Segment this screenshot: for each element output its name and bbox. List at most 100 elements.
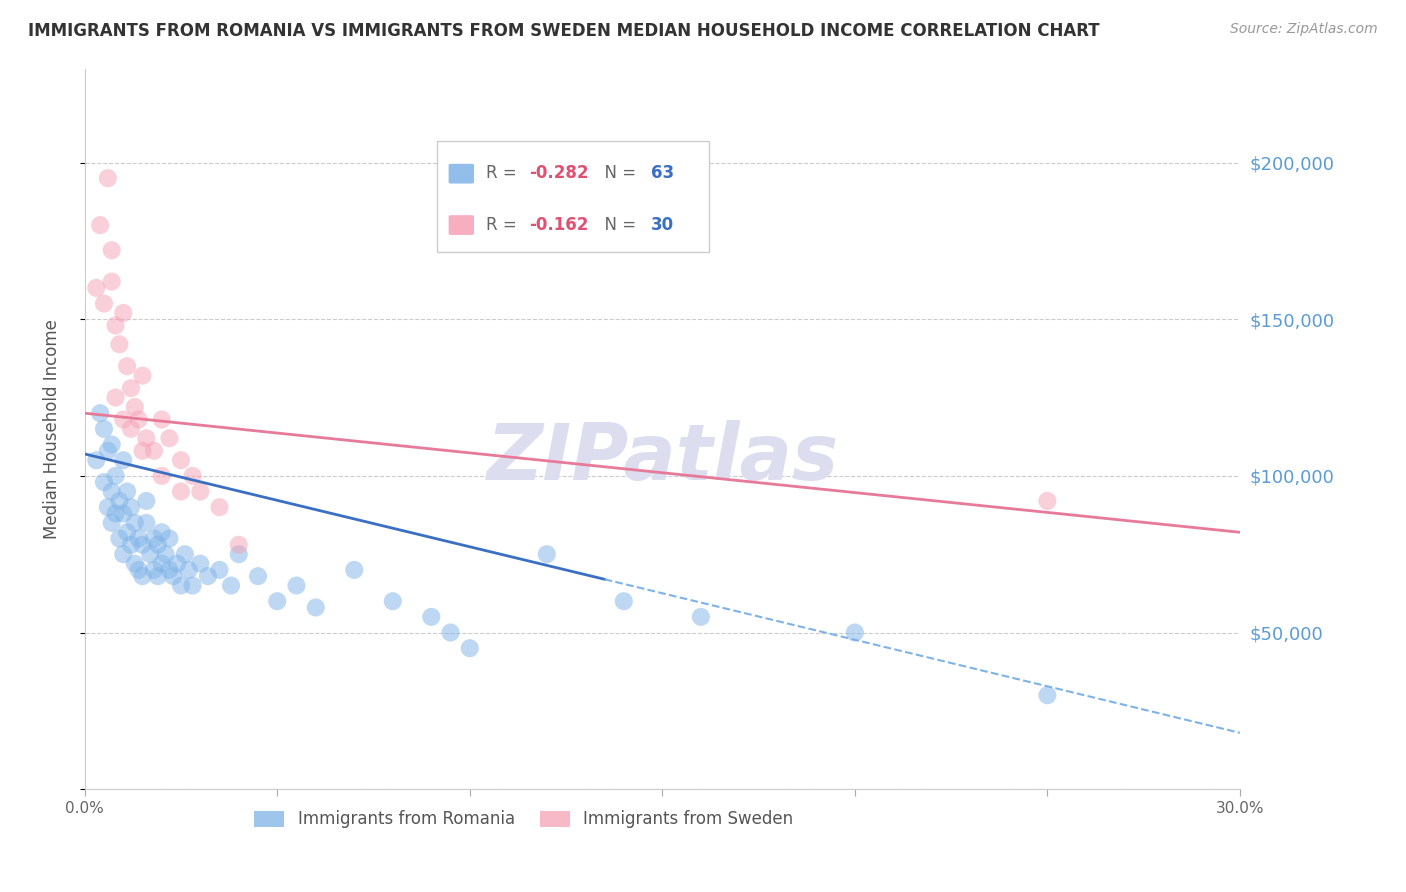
- Point: [613, 594, 636, 608]
- Point: [97, 171, 120, 186]
- Point: [219, 578, 242, 592]
- Text: -0.162: -0.162: [530, 216, 589, 234]
- Y-axis label: Median Household Income: Median Household Income: [44, 319, 60, 539]
- Point: [112, 453, 135, 467]
- Point: [128, 532, 150, 546]
- Point: [139, 547, 162, 561]
- Point: [150, 468, 173, 483]
- Point: [166, 557, 188, 571]
- Text: IMMIGRANTS FROM ROMANIA VS IMMIGRANTS FROM SWEDEN MEDIAN HOUSEHOLD INCOME CORREL: IMMIGRANTS FROM ROMANIA VS IMMIGRANTS FR…: [28, 22, 1099, 40]
- Text: -0.282: -0.282: [530, 164, 589, 183]
- Point: [89, 218, 111, 232]
- Point: [177, 563, 200, 577]
- Point: [150, 557, 173, 571]
- Point: [197, 569, 219, 583]
- Point: [155, 547, 177, 561]
- Text: 63: 63: [651, 164, 673, 183]
- Point: [115, 359, 138, 374]
- Legend: Immigrants from Romania, Immigrants from Sweden: Immigrants from Romania, Immigrants from…: [247, 804, 800, 835]
- Point: [343, 563, 366, 577]
- Point: [1036, 688, 1059, 702]
- Point: [112, 507, 135, 521]
- Point: [84, 453, 107, 467]
- Point: [285, 578, 308, 592]
- Point: [170, 578, 193, 592]
- Point: [124, 557, 146, 571]
- Text: Source: ZipAtlas.com: Source: ZipAtlas.com: [1230, 22, 1378, 37]
- Text: N =: N =: [595, 216, 641, 234]
- Point: [112, 412, 135, 426]
- Point: [188, 484, 211, 499]
- Point: [89, 406, 111, 420]
- Point: [97, 500, 120, 515]
- Point: [104, 391, 127, 405]
- Point: [1036, 494, 1059, 508]
- FancyBboxPatch shape: [449, 215, 474, 235]
- Point: [128, 563, 150, 577]
- Point: [120, 381, 142, 395]
- Point: [108, 337, 131, 351]
- Point: [120, 422, 142, 436]
- Point: [159, 563, 181, 577]
- Text: N =: N =: [595, 164, 641, 183]
- Point: [188, 557, 211, 571]
- Point: [108, 494, 131, 508]
- Point: [228, 547, 250, 561]
- Point: [143, 563, 166, 577]
- Point: [120, 500, 142, 515]
- Point: [159, 532, 181, 546]
- Point: [124, 400, 146, 414]
- Point: [150, 525, 173, 540]
- FancyBboxPatch shape: [437, 141, 709, 252]
- Point: [100, 275, 122, 289]
- Text: ZIPatlas: ZIPatlas: [486, 420, 838, 496]
- Point: [170, 484, 193, 499]
- Point: [162, 569, 184, 583]
- FancyBboxPatch shape: [449, 164, 474, 184]
- Point: [100, 437, 122, 451]
- Point: [208, 500, 231, 515]
- Point: [536, 547, 558, 561]
- Point: [131, 569, 153, 583]
- Point: [135, 494, 157, 508]
- Point: [115, 525, 138, 540]
- Point: [112, 547, 135, 561]
- Point: [124, 516, 146, 530]
- Point: [146, 569, 169, 583]
- Point: [170, 453, 193, 467]
- Point: [131, 538, 153, 552]
- Point: [150, 412, 173, 426]
- Point: [97, 443, 120, 458]
- Text: R =: R =: [485, 164, 522, 183]
- Text: R =: R =: [485, 216, 522, 234]
- Point: [146, 538, 169, 552]
- Point: [108, 532, 131, 546]
- Point: [112, 306, 135, 320]
- Point: [143, 443, 166, 458]
- Point: [120, 538, 142, 552]
- Text: 30: 30: [651, 216, 673, 234]
- Point: [100, 484, 122, 499]
- Point: [159, 431, 181, 445]
- Point: [381, 594, 404, 608]
- Point: [208, 563, 231, 577]
- Point: [181, 578, 204, 592]
- Point: [181, 468, 204, 483]
- Point: [93, 422, 115, 436]
- Point: [844, 625, 866, 640]
- Point: [104, 507, 127, 521]
- Point: [135, 431, 157, 445]
- Point: [173, 547, 195, 561]
- Point: [93, 296, 115, 310]
- Point: [128, 412, 150, 426]
- Point: [84, 281, 107, 295]
- Point: [458, 641, 481, 656]
- Point: [305, 600, 328, 615]
- Point: [143, 532, 166, 546]
- Point: [266, 594, 288, 608]
- Point: [93, 475, 115, 490]
- Point: [115, 484, 138, 499]
- Point: [420, 610, 443, 624]
- Point: [100, 244, 122, 258]
- Point: [689, 610, 711, 624]
